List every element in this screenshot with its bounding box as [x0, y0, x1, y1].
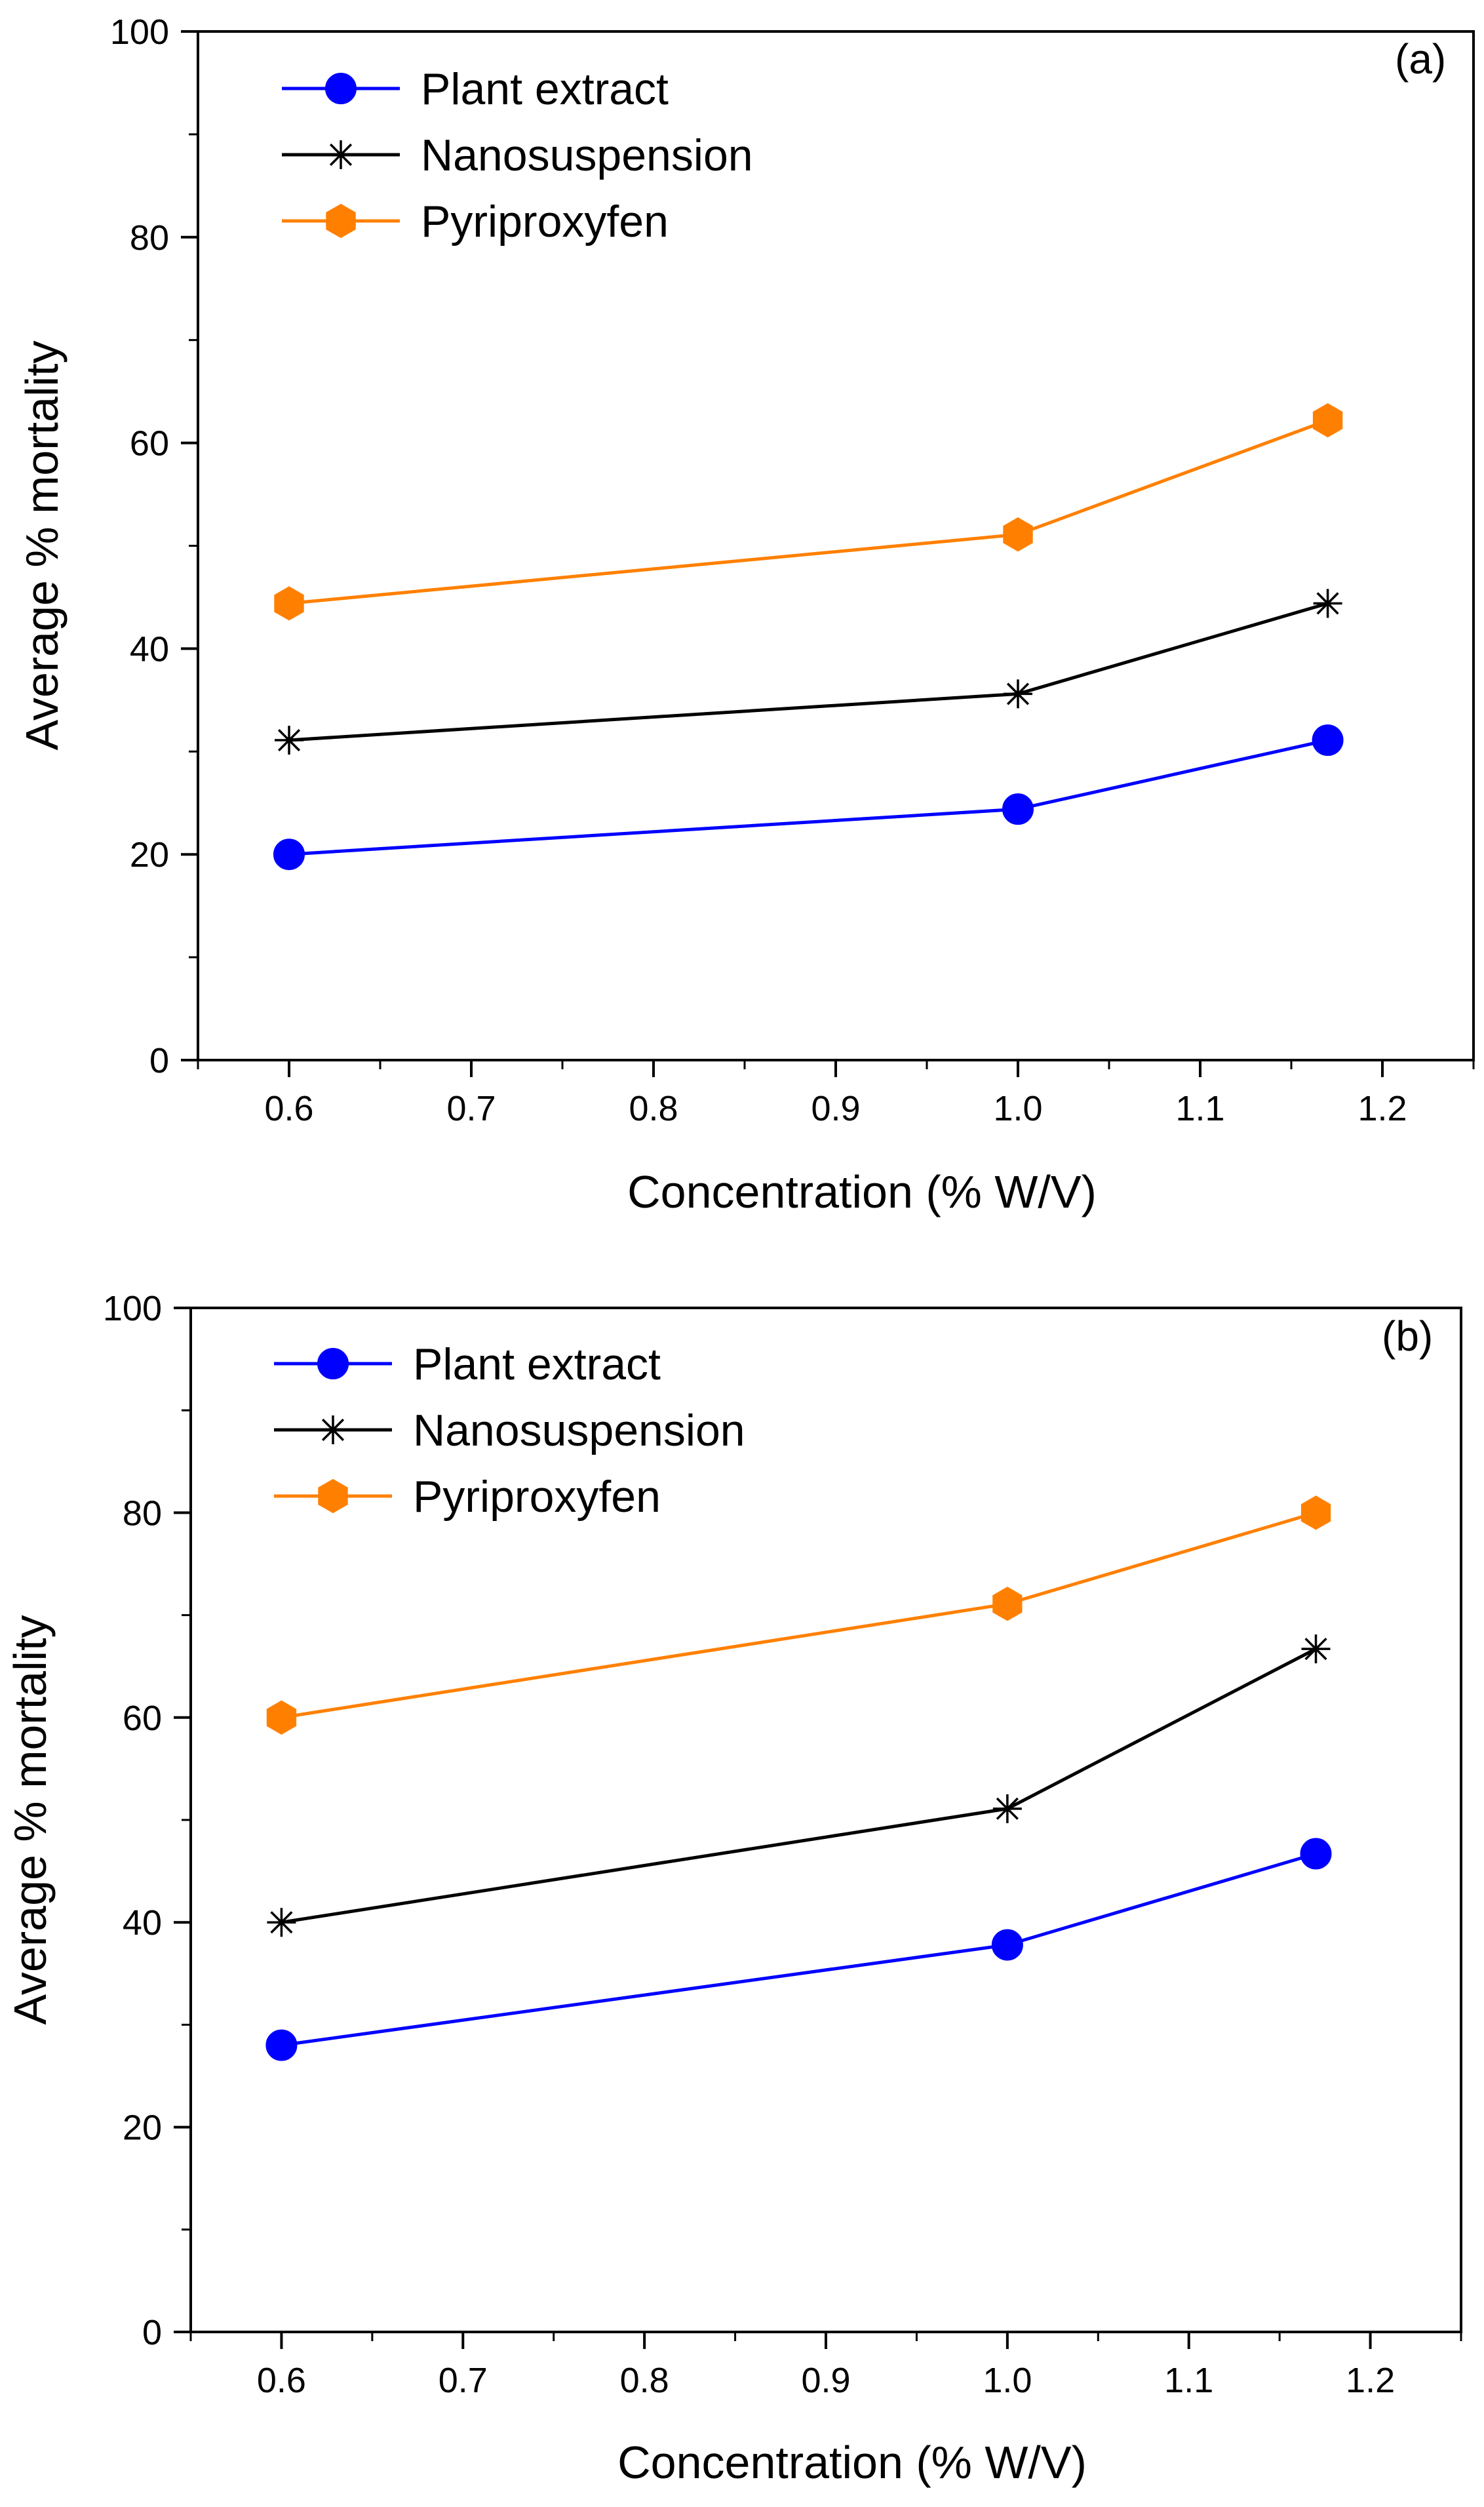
data-point — [266, 1700, 297, 1735]
chart-panel-b: 0.6 0.7 0.8 0.9 1.0 1.1 1.2 0 20 40 60 80 100 Concent… — [5, 1289, 1462, 2488]
x-tick-label: 0.7 — [439, 2361, 488, 2400]
y-tick-label: 40 — [130, 629, 169, 669]
legend-entry: Plant extract — [274, 1339, 661, 1389]
x-tick-label: 0.6 — [264, 1089, 313, 1128]
data-point — [1312, 724, 1344, 757]
x-axis-label: Concentration (% W/V) — [617, 2437, 1087, 2488]
x-tick-label: 0.9 — [811, 1089, 860, 1128]
data-point — [1002, 793, 1034, 825]
series-line — [288, 602, 1329, 742]
legend-entry: Nanosuspension — [282, 130, 753, 180]
legend-entry: Plant extract — [282, 64, 669, 114]
legend-label: Plant extract — [413, 1339, 661, 1389]
data-point — [1300, 1495, 1331, 1530]
series-line — [281, 1511, 1317, 1720]
x-tick-label: 0.7 — [446, 1089, 496, 1128]
data-point — [1300, 1838, 1332, 1870]
series-pyriproxyfen — [266, 1495, 1331, 1735]
series-plant-extract — [265, 1838, 1332, 2061]
chart-panel-a: 0.6 0.7 0.8 0.9 1.0 1.1 1.2 0 20 40 60 80 100 Concent… — [16, 12, 1475, 1217]
y-tick-label: 80 — [130, 218, 169, 258]
series-plant-extract — [273, 724, 1344, 871]
plot-frame — [197, 30, 1475, 1061]
legend-marker — [318, 1478, 348, 1514]
legend-entry: Nanosuspension — [274, 1406, 745, 1455]
legend-marker — [319, 1415, 347, 1444]
y-tick-label: 80 — [123, 1493, 162, 1533]
legend-label: Nanosuspension — [421, 130, 753, 180]
data-point — [1313, 589, 1342, 618]
x-axis-label: Concentration (% W/V) — [627, 1166, 1097, 1217]
series-pyriproxyfen — [274, 403, 1343, 621]
x-tick-label: 1.1 — [1175, 1089, 1224, 1128]
legend-marker — [317, 1348, 349, 1379]
x-tick-label: 0.8 — [629, 1089, 678, 1128]
y-tick-label: 100 — [103, 1289, 162, 1328]
data-point — [1004, 679, 1032, 709]
series-line — [281, 1647, 1317, 1924]
x-tick-label: 0.9 — [801, 2361, 850, 2400]
data-point — [275, 726, 303, 755]
legend-entry: Pyriproxyfen — [282, 197, 669, 247]
data-point — [992, 1587, 1023, 1621]
series-line — [288, 418, 1329, 605]
data-point — [267, 1908, 296, 1937]
series-line — [288, 738, 1329, 856]
data-point — [1003, 517, 1033, 552]
x-tick-label: 1.0 — [983, 2361, 1032, 2400]
y-tick-label: 0 — [142, 2313, 162, 2352]
legend-marker — [326, 140, 355, 169]
y-tick-label: 40 — [123, 1903, 162, 1943]
series-nanosuspension — [275, 589, 1342, 755]
y-tick-label: 20 — [123, 2108, 162, 2148]
panel-label: (a) — [1395, 35, 1446, 83]
y-tick-label: 100 — [110, 12, 169, 52]
y-tick-label: 0 — [149, 1041, 169, 1080]
series-line — [281, 1852, 1317, 2047]
legend-label: Pyriproxyfen — [421, 197, 669, 247]
legend-label: Nanosuspension — [413, 1406, 745, 1455]
data-point — [1312, 403, 1343, 438]
legend-label: Plant extract — [421, 64, 669, 114]
x-tick-label: 0.6 — [257, 2361, 306, 2400]
legend-label: Pyriproxyfen — [413, 1472, 661, 1522]
data-point — [273, 839, 305, 871]
data-point — [1301, 1634, 1331, 1664]
x-tick-label: 1.1 — [1164, 2361, 1213, 2400]
legend-marker — [326, 203, 356, 239]
y-axis-label: Average % mortality — [16, 340, 68, 750]
legend-marker — [325, 73, 357, 104]
y-tick-label: 60 — [123, 1699, 162, 1738]
x-tick-label: 1.0 — [993, 1089, 1042, 1128]
legend-entry: Pyriproxyfen — [274, 1472, 661, 1522]
plot-frame — [189, 1307, 1462, 2333]
data-point — [992, 1794, 1022, 1823]
data-point — [274, 586, 304, 621]
data-point — [991, 1929, 1023, 1961]
series-nanosuspension — [267, 1634, 1331, 1937]
x-tick-label: 0.8 — [620, 2361, 669, 2400]
panel-label: (b) — [1382, 1313, 1433, 1360]
x-tick-label: 1.2 — [1346, 2361, 1395, 2400]
y-tick-label: 60 — [130, 424, 169, 464]
data-point — [265, 2029, 298, 2061]
y-tick-label: 20 — [130, 835, 169, 875]
y-axis-label: Average % mortality — [5, 1615, 56, 2024]
x-tick-label: 1.2 — [1357, 1089, 1407, 1128]
